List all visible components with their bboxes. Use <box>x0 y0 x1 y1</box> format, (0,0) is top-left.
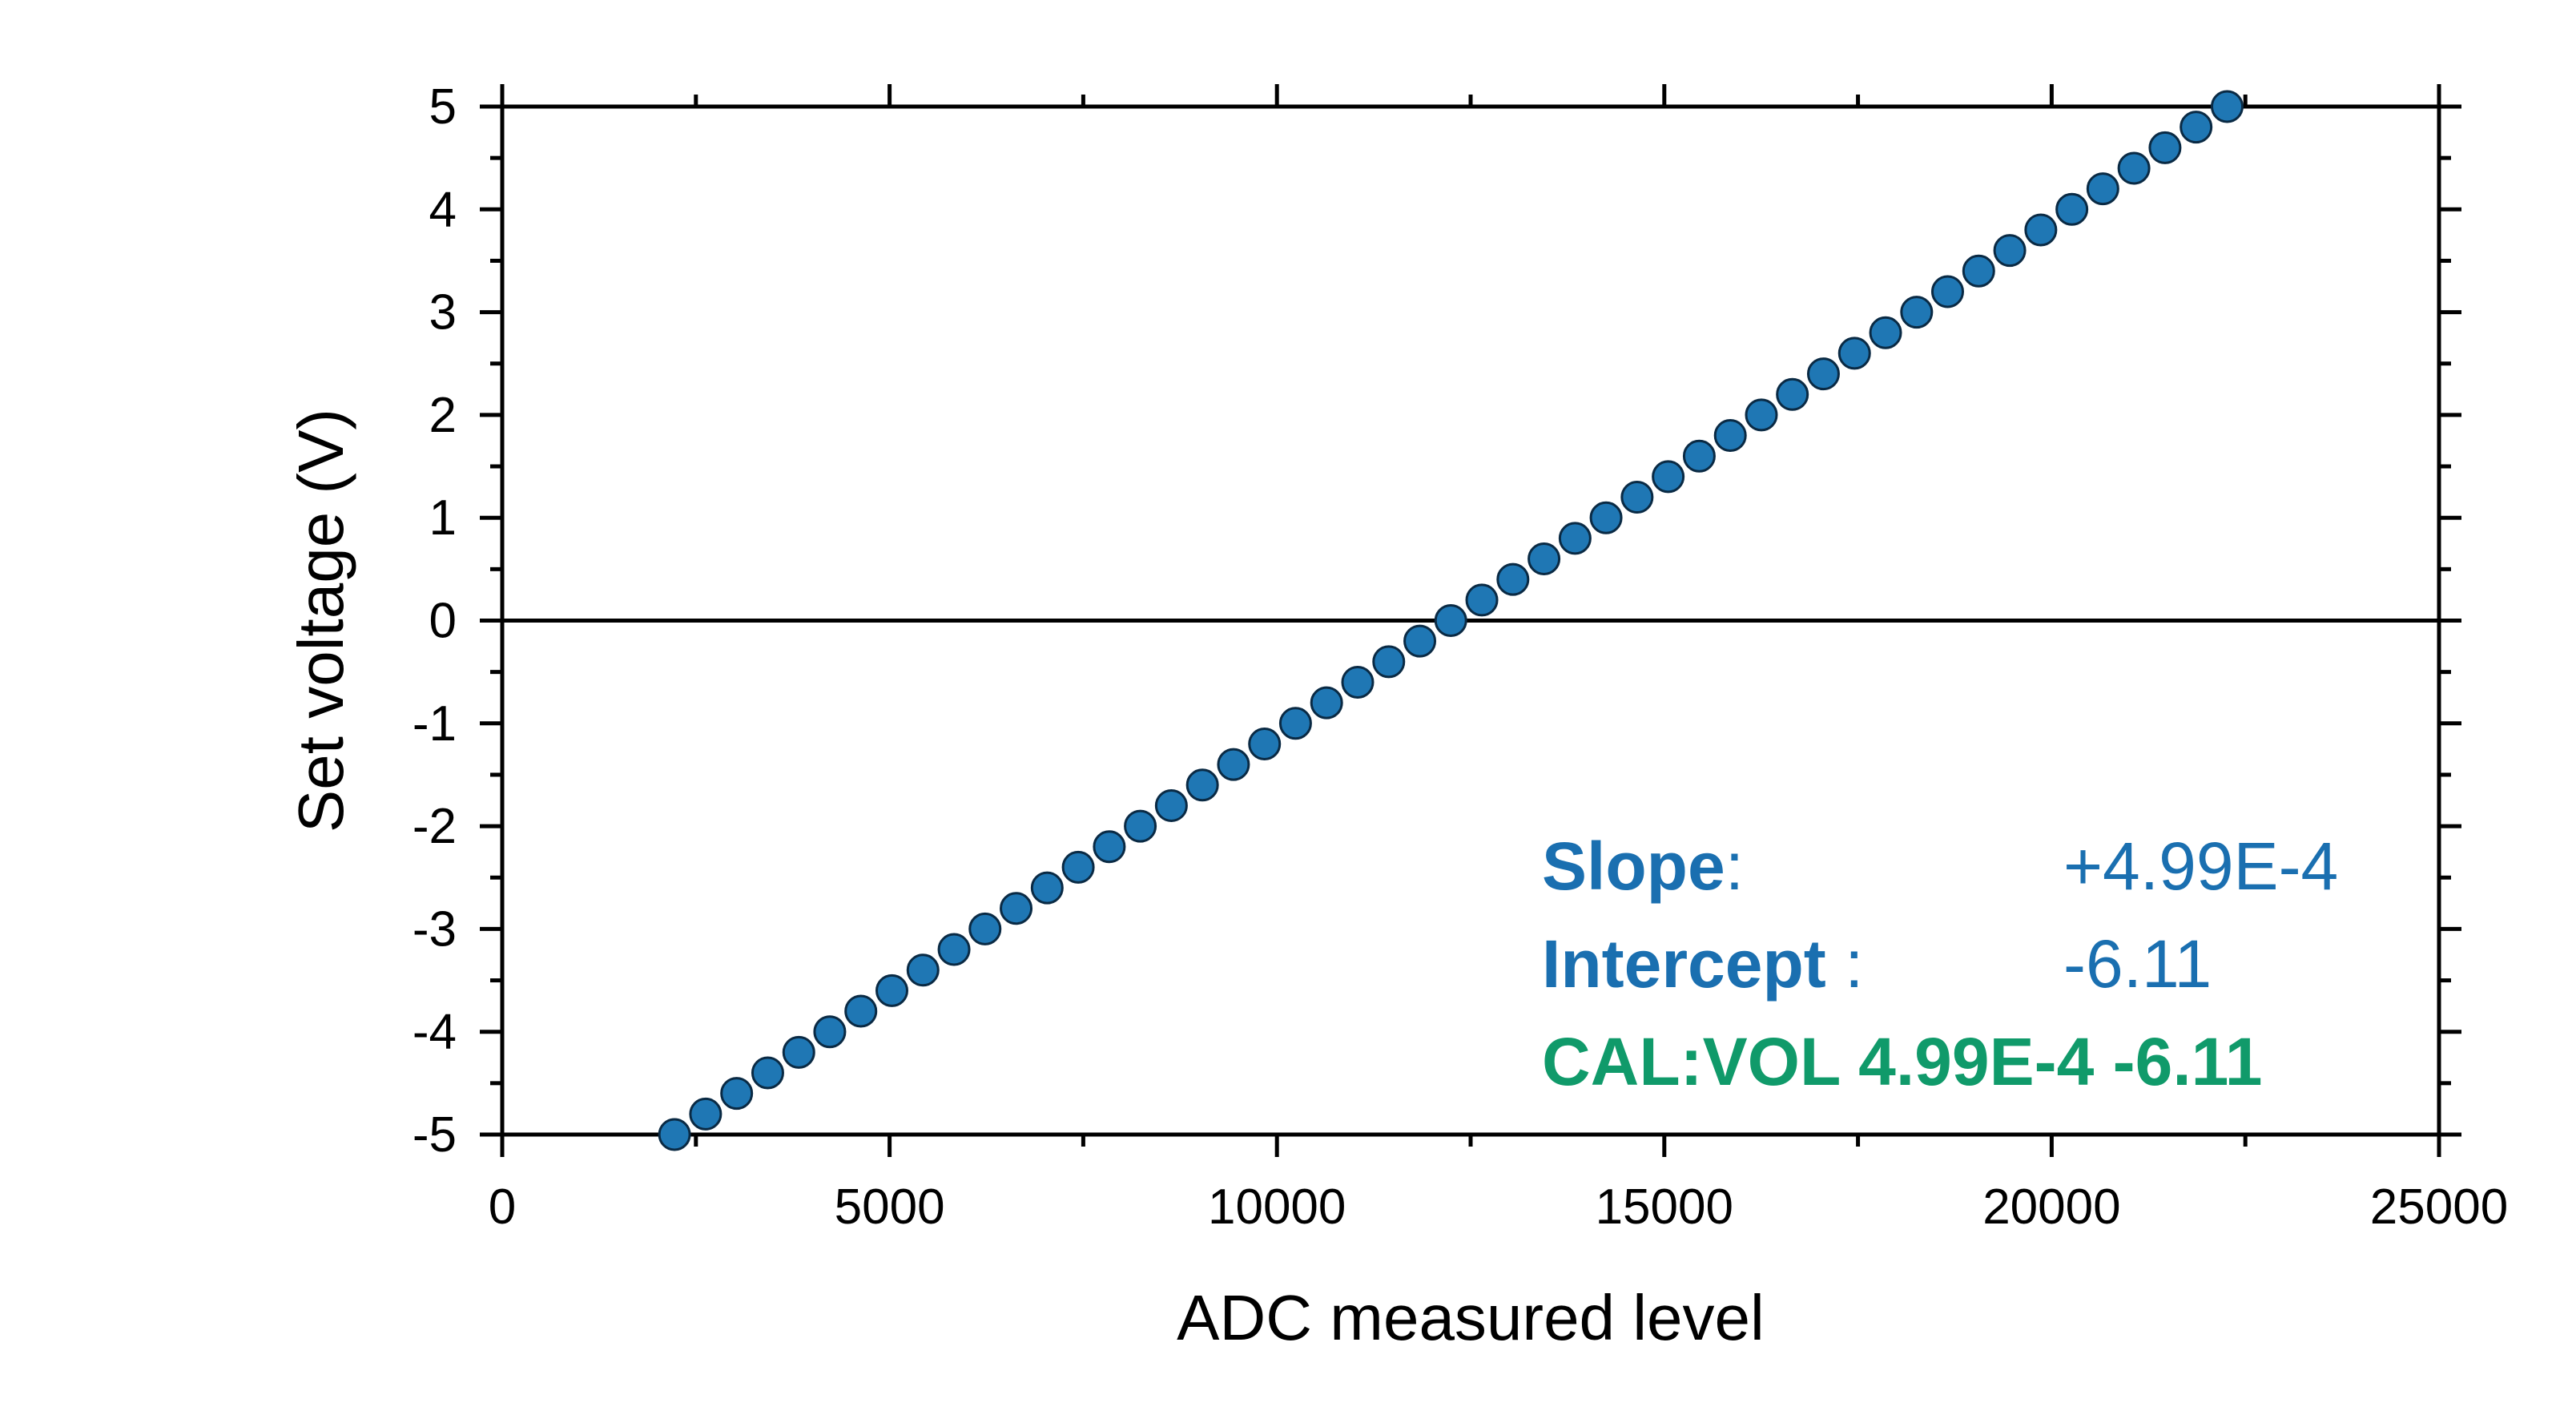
data-point <box>1931 275 1965 308</box>
data-point <box>1185 768 1219 802</box>
y-tick-label: -2 <box>413 799 457 854</box>
slope-label: Slope <box>1542 828 1725 904</box>
intercept-label: Intercept <box>1542 926 1826 1002</box>
data-point <box>875 974 909 1007</box>
data-point <box>1434 604 1467 637</box>
x-tick-label: 20000 <box>1982 1179 2120 1235</box>
data-point <box>1310 686 1343 720</box>
y-tick-label: 3 <box>429 285 457 341</box>
data-point <box>1745 398 1778 432</box>
data-point <box>2055 192 2089 226</box>
data-point <box>1682 439 1716 473</box>
data-point <box>1620 481 1654 514</box>
y-tick-label: -4 <box>413 1005 457 1060</box>
data-point <box>1000 892 1033 925</box>
data-point <box>720 1077 754 1111</box>
x-tick-labels: 0 5000 10000 15000 20000 25000 <box>489 1179 2508 1235</box>
data-point <box>1806 357 1840 391</box>
y-tick-label: -3 <box>413 901 457 957</box>
fit-annotation: Slope: +4.99E-4 Intercept : -6.11 CAL:VO… <box>1542 828 2338 1099</box>
data-point <box>1869 316 1902 349</box>
data-point <box>1900 296 1934 329</box>
intercept-line: Intercept : <box>1542 926 1863 1002</box>
data-point <box>2210 90 2244 123</box>
data-point <box>1962 254 1995 288</box>
y-tick-label: -1 <box>413 696 457 752</box>
data-point <box>1465 583 1499 617</box>
y-tick-label: 0 <box>429 594 457 649</box>
data-point <box>1154 788 1188 822</box>
y-tick-label: 2 <box>429 388 457 443</box>
data-point <box>1093 830 1126 864</box>
data-point <box>1993 234 2027 268</box>
data-point <box>813 1015 847 1049</box>
data-point <box>2148 131 2182 164</box>
data-point <box>1124 809 1157 843</box>
data-point <box>1030 871 1064 905</box>
data-point <box>782 1035 815 1069</box>
data-point <box>1372 645 1406 679</box>
data-point <box>658 1118 691 1151</box>
data-point <box>2024 213 2058 247</box>
data-point <box>1558 522 1592 555</box>
cal-command: CAL:VOL 4.99E-4 -6.11 <box>1542 1024 2262 1099</box>
x-tick-label: 5000 <box>835 1179 945 1235</box>
y-tick-label: -5 <box>413 1107 457 1163</box>
y-tick-label: 4 <box>429 182 457 237</box>
data-point <box>1248 727 1282 760</box>
y-tick-label: 1 <box>429 490 457 546</box>
data-point <box>1776 377 1809 411</box>
data-point <box>937 933 971 966</box>
x-tick-label: 25000 <box>2370 1179 2508 1235</box>
data-point <box>844 994 878 1028</box>
data-points <box>658 90 2244 1151</box>
intercept-value: -6.11 <box>2063 926 2212 1002</box>
data-point <box>1061 850 1095 884</box>
data-point <box>1403 624 1437 658</box>
axis-ticks <box>480 84 2461 1157</box>
data-point <box>1713 419 1747 453</box>
slope-value: +4.99E-4 <box>2063 828 2338 904</box>
data-point <box>906 953 940 987</box>
data-point <box>2117 151 2151 185</box>
data-point <box>689 1097 722 1131</box>
data-point <box>751 1056 784 1090</box>
data-point <box>2180 111 2213 144</box>
data-point <box>2086 172 2119 206</box>
slope-colon: : <box>1725 828 1744 904</box>
data-point <box>1589 501 1623 534</box>
data-point <box>1527 542 1561 576</box>
x-tick-label: 15000 <box>1596 1179 1733 1235</box>
data-point <box>1217 748 1250 781</box>
y-axis-title: Set voltage (V) <box>285 409 356 832</box>
x-tick-label: 0 <box>489 1179 516 1235</box>
x-axis-title: ADC measured level <box>1177 1282 1765 1353</box>
intercept-colon: : <box>1826 926 1864 1002</box>
data-point <box>1278 707 1312 740</box>
y-tick-label: 5 <box>429 79 457 135</box>
data-point <box>1652 460 1685 494</box>
data-point <box>968 912 1002 945</box>
y-tick-labels: 5 4 3 2 1 0 -1 -2 -3 -4 -5 <box>413 79 457 1163</box>
data-point <box>1496 562 1530 596</box>
x-tick-label: 10000 <box>1208 1179 1346 1235</box>
data-point <box>1341 665 1375 699</box>
data-point <box>1837 337 1871 370</box>
slope-line: Slope: <box>1542 828 1744 904</box>
